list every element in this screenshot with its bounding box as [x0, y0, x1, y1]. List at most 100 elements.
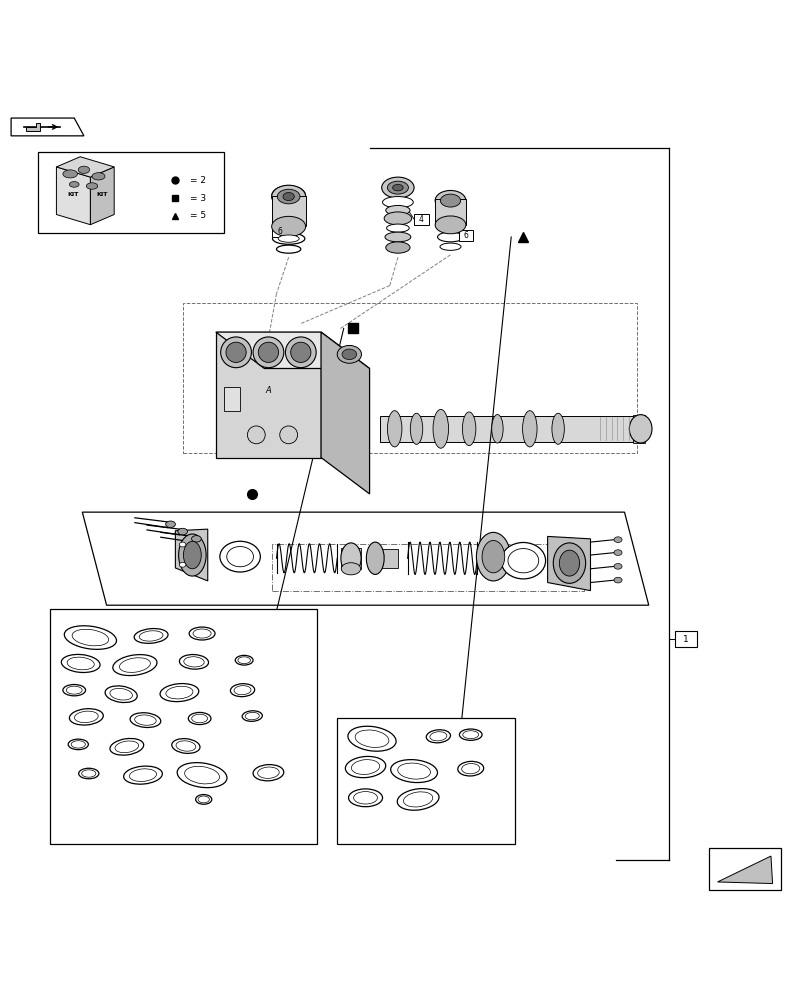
Ellipse shape [508, 549, 538, 573]
Text: = 3: = 3 [190, 194, 206, 203]
Ellipse shape [500, 542, 545, 579]
Bar [435, 199, 466, 225]
Ellipse shape [435, 190, 466, 211]
Ellipse shape [461, 412, 475, 446]
Ellipse shape [160, 684, 199, 702]
Ellipse shape [386, 224, 409, 232]
Ellipse shape [67, 657, 94, 670]
Ellipse shape [195, 795, 212, 804]
Polygon shape [56, 157, 114, 177]
Ellipse shape [253, 765, 283, 781]
Ellipse shape [75, 711, 98, 723]
Ellipse shape [461, 764, 479, 774]
Ellipse shape [429, 732, 446, 741]
Ellipse shape [272, 185, 305, 208]
Ellipse shape [277, 189, 299, 204]
Ellipse shape [382, 197, 413, 208]
Ellipse shape [234, 686, 251, 695]
Ellipse shape [397, 789, 439, 810]
Polygon shape [717, 856, 771, 884]
Ellipse shape [551, 413, 564, 444]
Ellipse shape [613, 537, 621, 542]
Ellipse shape [366, 542, 384, 574]
Ellipse shape [178, 528, 187, 535]
Ellipse shape [191, 536, 201, 542]
Bar [224, 387, 240, 411]
Ellipse shape [381, 177, 414, 198]
Ellipse shape [109, 688, 132, 700]
Ellipse shape [245, 712, 259, 720]
Bar [337, 718, 515, 844]
Text: KIT: KIT [97, 192, 108, 197]
Ellipse shape [272, 186, 305, 206]
Ellipse shape [283, 192, 294, 201]
Ellipse shape [613, 564, 621, 569]
Ellipse shape [238, 657, 250, 664]
Ellipse shape [393, 184, 403, 191]
Ellipse shape [198, 796, 209, 803]
Polygon shape [82, 512, 648, 605]
Bar [375, 549, 397, 568]
Ellipse shape [348, 789, 382, 807]
Ellipse shape [68, 739, 88, 750]
Ellipse shape [552, 543, 585, 583]
Ellipse shape [258, 342, 278, 362]
Bar [414, 214, 428, 225]
Ellipse shape [440, 243, 461, 250]
Ellipse shape [522, 411, 536, 447]
Ellipse shape [247, 426, 265, 444]
Ellipse shape [613, 550, 621, 555]
Ellipse shape [86, 183, 97, 189]
Ellipse shape [72, 629, 109, 646]
Ellipse shape [189, 627, 215, 640]
Polygon shape [216, 332, 369, 369]
Bar [674, 631, 697, 647]
Ellipse shape [257, 767, 279, 778]
Text: = 5: = 5 [190, 211, 206, 220]
Ellipse shape [179, 562, 186, 567]
Ellipse shape [387, 181, 408, 194]
Ellipse shape [62, 685, 85, 696]
Ellipse shape [188, 712, 211, 725]
Ellipse shape [67, 686, 82, 694]
Text: KIT: KIT [67, 192, 79, 197]
Polygon shape [90, 167, 114, 225]
Ellipse shape [385, 242, 410, 253]
Ellipse shape [613, 577, 621, 583]
Ellipse shape [384, 212, 411, 225]
Ellipse shape [165, 521, 175, 528]
Ellipse shape [385, 205, 410, 215]
Ellipse shape [178, 534, 206, 576]
Ellipse shape [82, 770, 96, 777]
Ellipse shape [351, 760, 380, 774]
Ellipse shape [184, 766, 219, 784]
Ellipse shape [459, 729, 482, 740]
Text: 6: 6 [463, 231, 468, 240]
Ellipse shape [135, 715, 156, 725]
Ellipse shape [179, 542, 186, 547]
Ellipse shape [62, 654, 100, 672]
Polygon shape [216, 332, 320, 458]
Ellipse shape [172, 739, 200, 753]
Ellipse shape [440, 194, 460, 207]
Text: A: A [265, 386, 271, 395]
Text: 4: 4 [418, 215, 423, 224]
Ellipse shape [177, 763, 227, 788]
Ellipse shape [290, 342, 311, 362]
Ellipse shape [225, 342, 246, 362]
Bar [38, 152, 224, 233]
Ellipse shape [64, 626, 116, 649]
Bar [380, 416, 632, 442]
Ellipse shape [403, 792, 432, 807]
Ellipse shape [435, 216, 466, 234]
Ellipse shape [253, 337, 284, 368]
Ellipse shape [221, 337, 251, 368]
Ellipse shape [278, 235, 298, 242]
Polygon shape [175, 529, 208, 581]
Ellipse shape [79, 768, 99, 779]
Text: 1: 1 [682, 635, 688, 644]
Ellipse shape [105, 686, 137, 703]
Ellipse shape [129, 769, 157, 781]
Ellipse shape [220, 541, 260, 572]
Ellipse shape [559, 550, 579, 576]
